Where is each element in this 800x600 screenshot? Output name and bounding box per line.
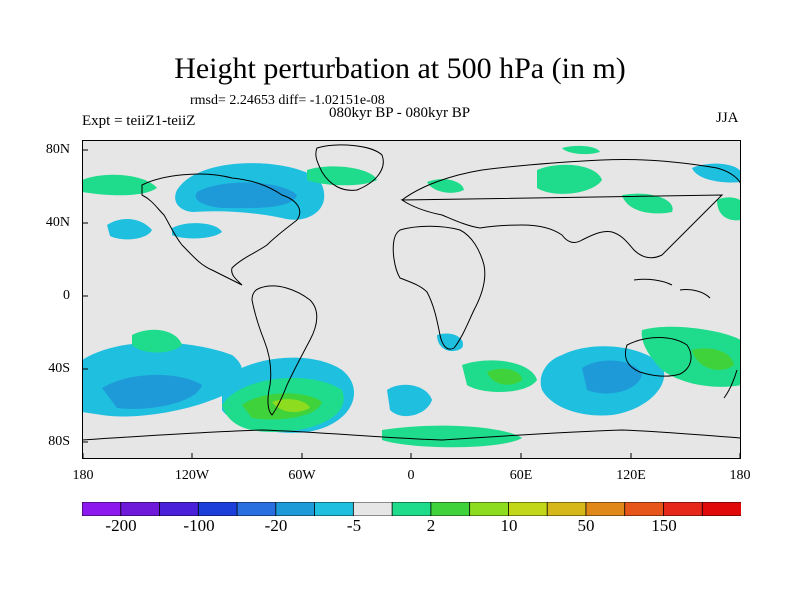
colorbar-swatch-11	[508, 502, 549, 516]
colorbar-swatch-2	[159, 502, 200, 516]
contour-arctic-atlantic	[307, 166, 377, 186]
contour-south-indian-core	[582, 360, 642, 394]
period-text: 080kyr BP - 080kyr BP	[329, 105, 471, 121]
colorbar-swatch-1	[120, 502, 161, 516]
contour-south-america-peak	[272, 399, 310, 413]
colorbar	[82, 502, 741, 516]
contour-fills	[82, 145, 741, 448]
colorbar-swatch-12	[546, 502, 587, 516]
map-panel	[82, 140, 741, 459]
contour-antarctic-coast	[382, 425, 522, 448]
colorbar-swatch-13	[585, 502, 626, 516]
coast-australia	[625, 337, 692, 377]
colorbar-label-0: -200	[105, 516, 137, 535]
colorbar-label-3: -5	[346, 516, 362, 535]
coast-africa	[392, 225, 486, 350]
colorbar-swatch-10	[469, 502, 510, 516]
contour-north-europe	[427, 179, 464, 193]
coast-indonesia	[633, 278, 711, 299]
contour-pacific-east	[717, 197, 741, 221]
contour-arctic-pacific	[82, 174, 157, 196]
coastlines	[82, 144, 741, 441]
plot-title: Height perturbation at 500 hPa (in m)	[174, 52, 626, 85]
lon-label-120e: 120E	[616, 468, 646, 483]
contour-south-pacific-core	[102, 374, 202, 409]
colorbar-label-7: 150	[651, 516, 677, 535]
lon-label-180w: 180	[72, 468, 94, 483]
season-text: JJA	[716, 110, 739, 126]
contour-africa-south	[437, 333, 463, 352]
colorbar-label-5: 10	[500, 516, 518, 535]
experiment-text: Expt = teiiZ1-teiiZ	[82, 113, 196, 129]
colorbar-swatch-4	[236, 502, 277, 516]
lat-label-40n: 40N	[45, 215, 70, 230]
colorbar-label-2: -20	[264, 516, 288, 535]
coast-greenland	[315, 144, 384, 191]
contour-asia-east	[692, 163, 741, 183]
contour-arctic-east	[562, 145, 600, 155]
lon-label-0: 0	[407, 468, 415, 483]
colorbar-swatch-7	[352, 502, 394, 516]
colorbar-label-1: -100	[183, 516, 215, 535]
colorbar-label-4: 2	[426, 516, 436, 535]
contour-pacific-north	[107, 218, 152, 240]
colorbar-swatch-8	[391, 502, 432, 516]
coast-eurasia	[400, 158, 741, 259]
coast-south-america	[251, 285, 318, 416]
lon-label-60e: 60E	[509, 468, 533, 483]
x-ticks	[82, 453, 741, 459]
contour-na-west	[172, 223, 222, 239]
colorbar-swatch-3	[197, 502, 238, 516]
colorbar-swatch-6	[314, 502, 355, 516]
coast-north-america	[141, 173, 301, 286]
lon-label-120w: 120W	[174, 468, 210, 483]
contour-australia-core	[692, 348, 734, 370]
colorbar-label-6: 50	[577, 516, 595, 535]
contour-south-pacific-north	[132, 329, 182, 353]
coast-new-zealand	[723, 369, 738, 399]
contour-east-asia	[622, 193, 673, 214]
y-ticks	[82, 149, 88, 443]
contour-central-asia	[537, 164, 602, 194]
colorbar-swatch-9	[430, 502, 471, 516]
lat-label-80s: 80S	[48, 434, 70, 449]
colorbar-swatch-15	[663, 502, 704, 516]
contour-indian-core	[487, 368, 522, 385]
coast-antarctica	[82, 429, 741, 441]
lat-label-80n: 80N	[45, 142, 70, 157]
stats-text: rmsd= 2.24653 diff= -1.02151e-08	[190, 93, 385, 108]
colorbar-swatch-0	[82, 502, 122, 516]
colorbar-swatch-16	[701, 502, 741, 516]
lat-label-40s: 40S	[48, 361, 70, 376]
lon-label-60w: 60W	[288, 468, 316, 483]
lon-label-180e: 180	[729, 468, 751, 483]
colorbar-swatch-5	[275, 502, 316, 516]
contour-south-atlantic	[387, 384, 432, 417]
colorbar-swatch-14	[624, 502, 665, 516]
lat-label-0: 0	[63, 288, 70, 303]
